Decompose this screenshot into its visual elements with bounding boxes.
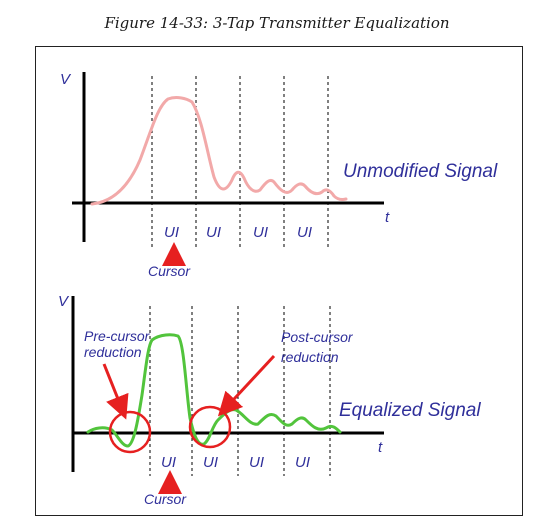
figure-caption: Figure 14-33: 3-Tap Transmitter Equaliza… bbox=[104, 14, 450, 32]
post-cursor-label-line2: reduction bbox=[281, 349, 339, 365]
bottom-ui-label: UI bbox=[295, 454, 310, 471]
bottom-panel: V t Equalized Signal Pre-cursor reductio… bbox=[58, 293, 481, 507]
bottom-ui-label: UI bbox=[203, 454, 218, 471]
bottom-ui-label: UI bbox=[161, 454, 176, 471]
top-ui-label: UI bbox=[253, 224, 268, 241]
pre-cursor-highlight bbox=[108, 410, 152, 454]
top-x-axis-label: t bbox=[385, 209, 390, 226]
top-panel: V t Unmodified Signal UI UI UI UI Cursor bbox=[60, 71, 498, 279]
top-ui-label: UI bbox=[206, 224, 221, 241]
top-ui-label: UI bbox=[297, 224, 312, 241]
post-cursor-highlight bbox=[188, 405, 232, 449]
top-y-axis-label: V bbox=[60, 71, 72, 88]
unmodified-signal-curve bbox=[90, 96, 348, 206]
post-cursor-label-line1: Post-cursor bbox=[281, 329, 354, 345]
post-cursor-arrow bbox=[217, 354, 276, 417]
equalized-signal-label: Equalized Signal bbox=[339, 400, 481, 421]
pre-cursor-label-line1: Pre-cursor bbox=[84, 328, 151, 344]
unmodified-signal-label: Unmodified Signal bbox=[343, 161, 498, 182]
bottom-y-axis-label: V bbox=[58, 293, 70, 310]
equalized-signal-curve bbox=[86, 333, 342, 448]
bottom-cursor-label: Cursor bbox=[144, 491, 187, 507]
top-cursor-label: Cursor bbox=[148, 263, 191, 279]
figure-frame bbox=[35, 46, 523, 516]
bottom-ui-label: UI bbox=[249, 454, 264, 471]
bottom-x-axis-label: t bbox=[378, 439, 383, 456]
pre-cursor-arrow bbox=[102, 363, 129, 420]
pre-cursor-label-line2: reduction bbox=[84, 344, 142, 360]
top-ui-dividers bbox=[151, 76, 329, 248]
top-ui-label: UI bbox=[164, 224, 179, 241]
